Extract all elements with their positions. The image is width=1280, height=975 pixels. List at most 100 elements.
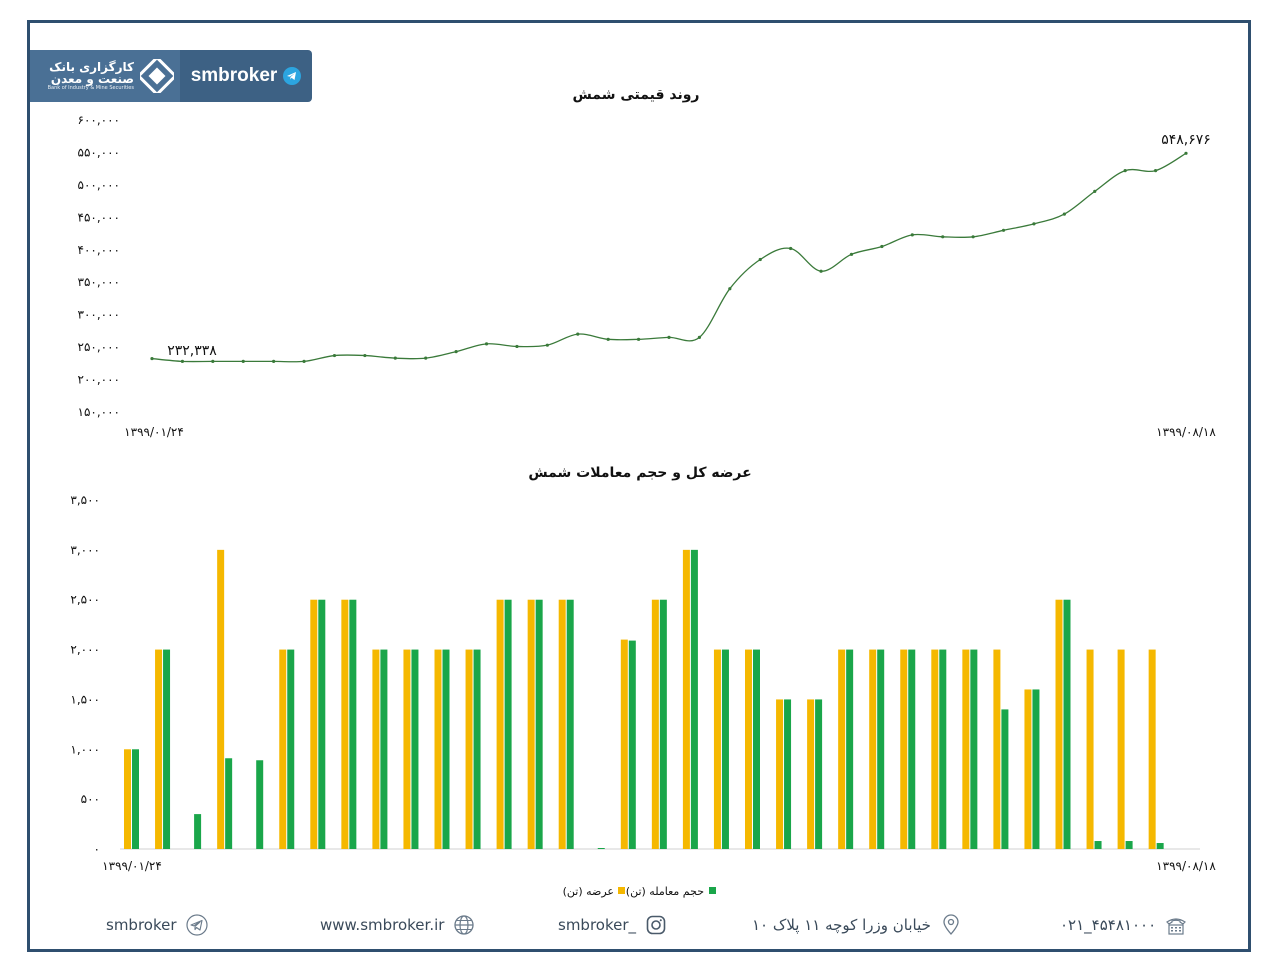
line-y-tick-label: ۳۰۰,۰۰۰ bbox=[78, 308, 121, 322]
bar-legend: حجم معامله (تن) عرضه (تن) bbox=[563, 885, 716, 898]
supply-bar bbox=[1024, 689, 1031, 849]
volume-bar bbox=[1032, 689, 1039, 849]
supply-bar bbox=[900, 650, 907, 849]
bar-y-tick-label: ۳,۵۰۰ bbox=[70, 493, 100, 507]
supply-bar bbox=[745, 650, 752, 849]
supply-bar bbox=[310, 600, 317, 849]
line-y-tick-label: ۵۵۰,۰۰۰ bbox=[78, 145, 121, 159]
price-point bbox=[333, 354, 336, 357]
price-point bbox=[911, 233, 914, 236]
supply-bar bbox=[683, 550, 690, 849]
supply-bar bbox=[559, 600, 566, 849]
price-point bbox=[1154, 169, 1157, 172]
legend-swatch-supply bbox=[618, 887, 625, 894]
price-line bbox=[152, 153, 1186, 362]
price-point bbox=[242, 360, 245, 363]
footer: ۰۲۱_۴۵۴۸۱۰۰۰ خیابان وزرا کوچه ۱۱ پلاک ۱۰… bbox=[60, 905, 1220, 945]
price-point bbox=[698, 336, 701, 339]
price-point bbox=[1002, 229, 1005, 232]
supply-bar bbox=[869, 650, 876, 849]
supply-bar bbox=[807, 699, 814, 849]
volume-bar bbox=[939, 650, 946, 849]
price-point bbox=[150, 357, 153, 360]
line-y-tick-label: ۴۰۰,۰۰۰ bbox=[78, 243, 121, 257]
footer-instagram-text: smbroker_ bbox=[558, 916, 636, 934]
volume-bar bbox=[411, 650, 418, 849]
volume-bar bbox=[1157, 843, 1164, 849]
bar-chart-y-axis: ۰۵۰۰۱,۰۰۰۱,۵۰۰۲,۰۰۰۲,۵۰۰۳,۰۰۰۳,۵۰۰ bbox=[70, 493, 100, 856]
footer-telegram-text: smbroker bbox=[106, 916, 177, 934]
price-point bbox=[211, 360, 214, 363]
bar-x-end-label: ۱۳۹۹/۰۸/۱۸ bbox=[1156, 859, 1216, 873]
price-point bbox=[1032, 222, 1035, 225]
volume-bar bbox=[970, 650, 977, 849]
bar-y-tick-label: ۱,۰۰۰ bbox=[70, 742, 100, 756]
price-point bbox=[850, 253, 853, 256]
globe-icon bbox=[452, 913, 476, 937]
footer-instagram[interactable]: smbroker_ bbox=[558, 913, 668, 937]
bar-series bbox=[124, 550, 1164, 849]
price-point bbox=[1124, 169, 1127, 172]
volume-bar bbox=[1126, 841, 1133, 849]
supply-bar bbox=[1118, 650, 1125, 849]
line-y-tick-label: ۳۵۰,۰۰۰ bbox=[78, 275, 121, 289]
volume-bar bbox=[1064, 600, 1071, 849]
volume-bar bbox=[380, 650, 387, 849]
volume-bar bbox=[443, 650, 450, 849]
price-point bbox=[941, 235, 944, 238]
bar-x-start-label: ۱۳۹۹/۰۱/۲۴ bbox=[102, 859, 162, 873]
price-point bbox=[667, 336, 670, 339]
price-point bbox=[607, 338, 610, 341]
supply-bar bbox=[528, 600, 535, 849]
price-point bbox=[1093, 190, 1096, 193]
volume-bar bbox=[877, 650, 884, 849]
price-point bbox=[394, 357, 397, 360]
footer-website[interactable]: www.smbroker.ir bbox=[320, 913, 476, 937]
supply-bar bbox=[621, 640, 628, 849]
volume-bar bbox=[691, 550, 698, 849]
supply-bar bbox=[931, 650, 938, 849]
price-point bbox=[637, 338, 640, 341]
price-point bbox=[880, 245, 883, 248]
line-y-tick-label: ۶۰۰,۰۰۰ bbox=[78, 113, 121, 127]
price-point bbox=[819, 270, 822, 273]
supply-bar bbox=[652, 600, 659, 849]
volume-bar bbox=[536, 600, 543, 849]
volume-bar bbox=[908, 650, 915, 849]
volume-bar bbox=[505, 600, 512, 849]
line-chart-y-axis: ۱۵۰,۰۰۰ ۲۰۰,۰۰۰ ۲۵۰,۰۰۰ ۳۰۰,۰۰۰ ۳۵۰,۰۰۰ ۴۰۰,۰… bbox=[78, 113, 121, 419]
bar-chart-title: عرضه کل و حجم معاملات شمش bbox=[528, 465, 751, 481]
price-point bbox=[546, 344, 549, 347]
supply-bar bbox=[372, 650, 379, 849]
volume-bar bbox=[287, 650, 294, 849]
volume-bar bbox=[194, 814, 201, 849]
supply-bar bbox=[962, 650, 969, 849]
telegram-outline-icon bbox=[185, 913, 209, 937]
footer-telegram[interactable]: smbroker bbox=[106, 913, 209, 937]
footer-address-text: خیابان وزرا کوچه ۱۱ پلاک ۱۰ bbox=[752, 916, 931, 934]
bar-y-tick-label: ۲,۰۰۰ bbox=[70, 643, 100, 657]
volume-bar bbox=[1001, 709, 1008, 849]
volume-bar bbox=[722, 650, 729, 849]
price-point bbox=[181, 360, 184, 363]
supply-bar bbox=[993, 650, 1000, 849]
footer-phone-text: ۰۲۱_۴۵۴۸۱۰۰۰ bbox=[1060, 916, 1156, 934]
price-point bbox=[424, 357, 427, 360]
bar-y-tick-label: ۵۰۰ bbox=[81, 792, 100, 806]
line-y-tick-label: ۲۰۰,۰۰۰ bbox=[78, 373, 121, 387]
supply-bar bbox=[1087, 650, 1094, 849]
volume-bar bbox=[474, 650, 481, 849]
volume-bar bbox=[598, 848, 605, 849]
price-point bbox=[272, 360, 275, 363]
supply-bar bbox=[217, 550, 224, 849]
supply-bar bbox=[1149, 650, 1156, 849]
volume-bar bbox=[753, 650, 760, 849]
supply-bar bbox=[466, 650, 473, 849]
supply-bar bbox=[155, 650, 162, 849]
line-y-tick-label: ۱۵۰,۰۰۰ bbox=[78, 405, 121, 419]
volume-bar bbox=[163, 650, 170, 849]
volume-bar bbox=[815, 699, 822, 849]
line-chart-title: روند قیمتی شمش bbox=[573, 87, 700, 103]
supply-bar bbox=[341, 600, 348, 849]
